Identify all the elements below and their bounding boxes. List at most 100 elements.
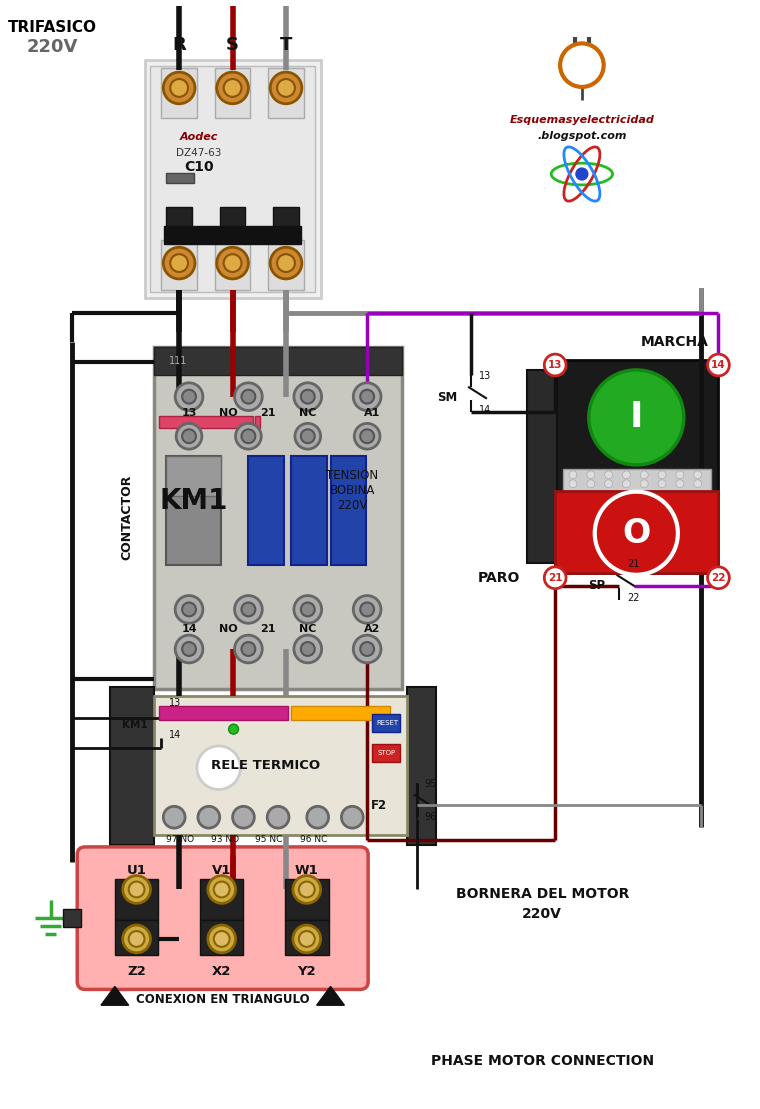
Circle shape <box>182 602 196 617</box>
Text: BORNERA DEL MOTOR: BORNERA DEL MOTOR <box>455 887 629 902</box>
Circle shape <box>676 480 684 488</box>
Text: A2: A2 <box>364 624 380 634</box>
Circle shape <box>293 876 321 904</box>
Circle shape <box>360 389 374 404</box>
Bar <box>527 370 557 563</box>
Circle shape <box>658 471 666 479</box>
Circle shape <box>560 43 603 87</box>
Bar <box>407 686 436 845</box>
Text: 93 NO: 93 NO <box>211 835 239 844</box>
Text: KM1: KM1 <box>122 720 147 730</box>
Bar <box>291 456 327 564</box>
Circle shape <box>353 596 381 623</box>
Circle shape <box>176 635 203 663</box>
Circle shape <box>235 596 262 623</box>
Text: SM: SM <box>437 391 458 404</box>
Text: PHASE MOTOR CONNECTION: PHASE MOTOR CONNECTION <box>431 1054 654 1068</box>
Circle shape <box>622 471 630 479</box>
Text: 96 NC: 96 NC <box>300 835 328 844</box>
Circle shape <box>214 882 230 897</box>
Circle shape <box>708 567 730 589</box>
Circle shape <box>708 354 730 376</box>
Bar <box>268 241 304 289</box>
Polygon shape <box>317 986 344 1005</box>
Text: 14: 14 <box>479 405 491 415</box>
Text: NO: NO <box>220 407 238 417</box>
Circle shape <box>360 642 374 655</box>
Text: SP: SP <box>588 579 606 592</box>
Bar <box>285 920 328 955</box>
Text: NC: NC <box>299 407 316 417</box>
Circle shape <box>360 429 374 444</box>
Circle shape <box>658 480 666 488</box>
Circle shape <box>170 254 188 272</box>
Bar <box>255 417 260 428</box>
Circle shape <box>214 932 230 947</box>
Circle shape <box>294 635 321 663</box>
Circle shape <box>236 424 261 449</box>
FancyBboxPatch shape <box>78 847 368 989</box>
Text: 111: 111 <box>169 356 188 366</box>
Circle shape <box>182 389 196 404</box>
Circle shape <box>235 635 262 663</box>
Text: NC: NC <box>299 624 316 634</box>
Circle shape <box>622 480 630 488</box>
Text: TENSION
BOBINA
220V: TENSION BOBINA 220V <box>326 469 378 512</box>
Text: NO: NO <box>220 624 238 634</box>
Text: O: O <box>622 517 651 550</box>
Bar <box>166 206 192 261</box>
Bar <box>150 67 315 292</box>
Text: 96: 96 <box>425 812 437 822</box>
Text: 21: 21 <box>261 407 276 417</box>
Circle shape <box>694 480 701 488</box>
Circle shape <box>595 491 678 574</box>
Bar <box>215 241 250 289</box>
Text: 14: 14 <box>181 624 197 634</box>
Text: 95 NC: 95 NC <box>255 835 283 844</box>
Circle shape <box>270 72 302 104</box>
Text: T: T <box>280 37 292 54</box>
Text: MARCHA: MARCHA <box>641 335 708 349</box>
Bar <box>144 60 321 297</box>
Text: Y2: Y2 <box>297 965 316 978</box>
Text: 13: 13 <box>479 370 491 380</box>
Bar <box>161 241 197 289</box>
Circle shape <box>299 932 315 947</box>
Circle shape <box>569 480 577 488</box>
Circle shape <box>587 480 595 488</box>
Text: R: R <box>173 37 186 54</box>
Text: 95: 95 <box>425 779 437 788</box>
Circle shape <box>605 480 613 488</box>
Text: 22: 22 <box>711 572 726 582</box>
Text: 22: 22 <box>628 592 640 602</box>
Text: W1: W1 <box>295 864 318 877</box>
Text: RELE TERMICO: RELE TERMICO <box>211 760 320 772</box>
Bar <box>166 173 194 183</box>
Circle shape <box>176 596 203 623</box>
Circle shape <box>277 79 295 96</box>
Text: 13: 13 <box>182 407 197 417</box>
Circle shape <box>293 925 321 953</box>
Bar <box>166 456 220 564</box>
Bar <box>285 878 328 920</box>
Circle shape <box>270 247 302 278</box>
Text: 14: 14 <box>169 730 182 740</box>
Circle shape <box>605 471 613 479</box>
Bar <box>160 706 288 720</box>
Text: KM1: KM1 <box>160 487 228 515</box>
Circle shape <box>170 79 188 96</box>
Circle shape <box>295 424 321 449</box>
Bar <box>115 920 158 955</box>
Circle shape <box>229 724 239 734</box>
Text: RESET: RESET <box>376 720 398 726</box>
Circle shape <box>242 642 255 655</box>
Circle shape <box>242 602 255 617</box>
Text: 13: 13 <box>169 699 182 709</box>
Circle shape <box>676 471 684 479</box>
Text: 14: 14 <box>711 360 726 370</box>
Circle shape <box>640 480 648 488</box>
Text: V1: V1 <box>212 864 231 877</box>
Bar <box>291 706 390 720</box>
Text: 220V: 220V <box>522 907 562 922</box>
Circle shape <box>176 424 202 449</box>
